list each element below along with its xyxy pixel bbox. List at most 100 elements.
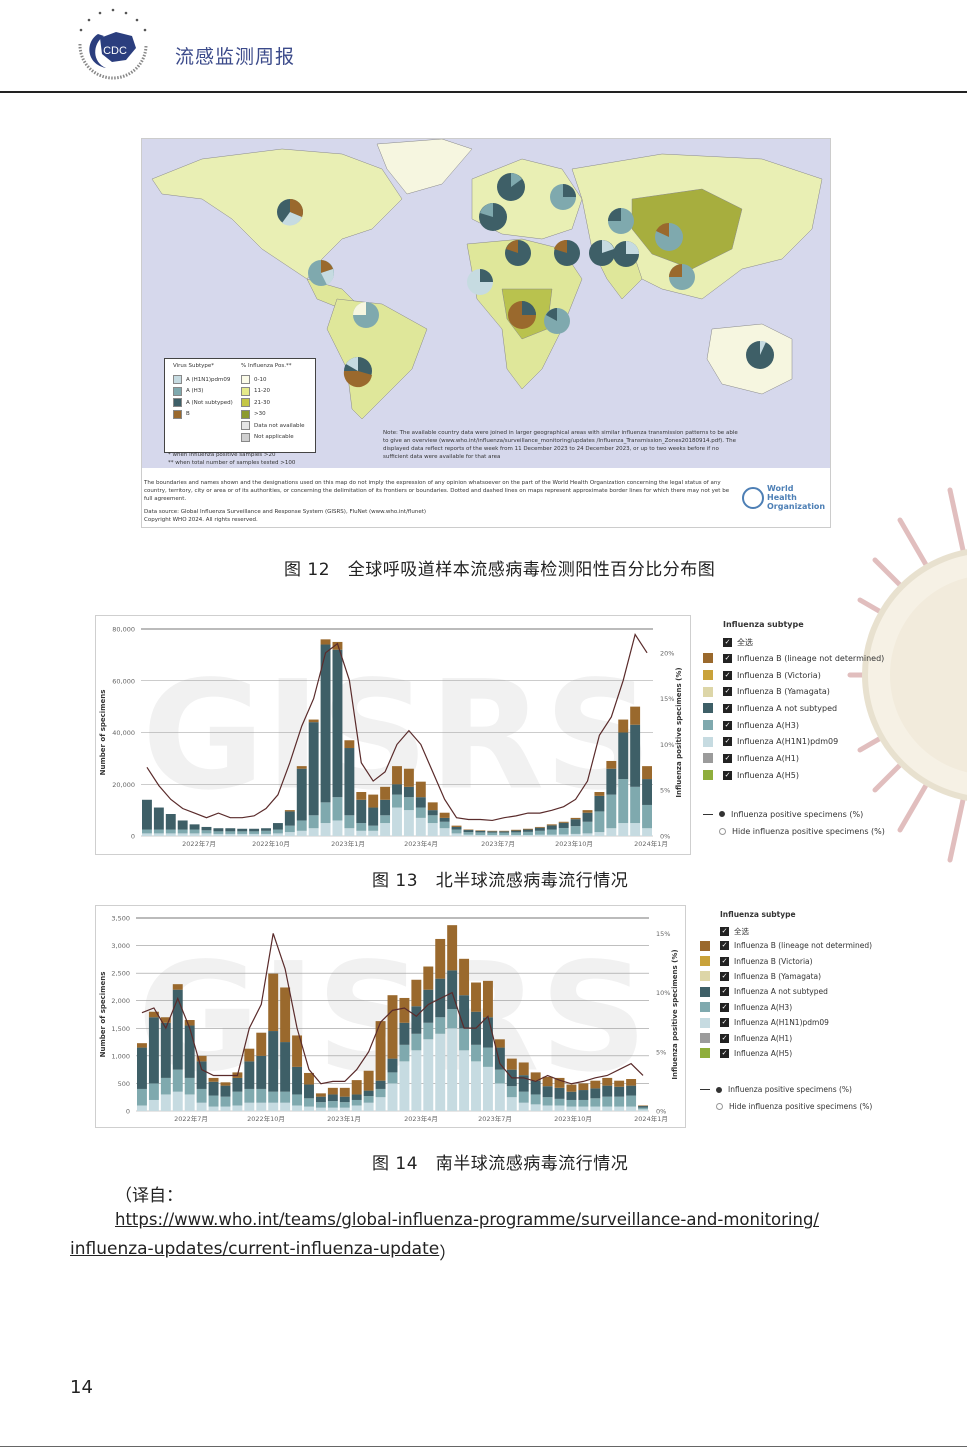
bar-segment-h3 [578, 1099, 589, 1107]
hide-line-radio[interactable]: Hide influenza positive specimens (%) [700, 1098, 875, 1115]
source-url-line-1[interactable]: https://www.who.int/teams/global-influen… [115, 1210, 819, 1229]
bar-segment-h3 [225, 831, 236, 834]
pie-west-africa [467, 269, 493, 295]
legend-item[interactable]: ✓ Influenza A(H1) [700, 1030, 875, 1045]
legend-item[interactable]: ✓ Influenza B (Victoria) [700, 953, 875, 968]
bar-segment-anot [642, 779, 652, 805]
pie-south-asia [613, 241, 639, 267]
checkbox-checked-icon[interactable]: ✓ [723, 737, 732, 747]
bar-segment-h1n1 [614, 1106, 625, 1111]
x-tick-label: 2024年1月 [634, 1114, 668, 1123]
bar-segment-h1n1 [208, 1106, 219, 1111]
checkbox-checked-icon[interactable]: ✓ [723, 670, 732, 680]
legend-item[interactable]: ✓ Influenza A not subtyped [703, 700, 878, 717]
bar-segment-anot [463, 830, 474, 833]
legend-swatch [703, 736, 713, 747]
legend-select-all[interactable]: ✓ 全选 [723, 637, 753, 647]
map-disclaimer: The boundaries and names shown and the d… [144, 480, 730, 502]
bar-segment-h1n1 [137, 1105, 147, 1111]
bar-segment-h3 [332, 797, 343, 821]
y-tick-label: 80,000 [112, 626, 135, 634]
bar-segment-b [268, 973, 279, 1032]
bar-segment-b [546, 824, 557, 826]
bar-segment-b [542, 1076, 553, 1087]
checkbox-checked-icon[interactable]: ✓ [723, 720, 732, 730]
bar-segment-h3 [244, 1088, 255, 1103]
report-title: 流感监测周报 [175, 46, 296, 68]
source-url-line-2[interactable]: influenza-updates/current-influenza-upda… [70, 1239, 440, 1259]
bar-segment-anot [403, 786, 414, 798]
x-tick-label: 2023年1月 [327, 1114, 361, 1123]
legend-item[interactable]: ✓ Influenza A not subtyped [700, 984, 875, 999]
legend-select-all[interactable]: ✓ 全选 [720, 926, 749, 936]
show-line-radio[interactable]: Influenza positive specimens (%) [700, 1081, 875, 1098]
bar-segment-h1n1 [351, 1105, 362, 1111]
legend-swatch [703, 770, 713, 781]
legend-item[interactable]: ✓ Influenza B (lineage not determined) [700, 938, 875, 953]
y2-tick-label: 0% [660, 833, 670, 841]
show-line-radio[interactable]: Influenza positive specimens (%) [703, 806, 878, 823]
map-data-source: Data source: Global Influenza Surveillan… [144, 509, 427, 515]
y-axis-title: Number of specimens [99, 690, 107, 776]
checkbox-checked-icon[interactable]: ✓ [720, 971, 729, 981]
checkbox-checked-icon[interactable]: ✓ [723, 703, 732, 713]
legend-item[interactable]: ✓ Influenza B (Victoria) [703, 667, 878, 684]
x-tick-label: 2023年10月 [554, 1114, 592, 1123]
bar-segment-anot [570, 819, 581, 827]
y2-tick-label: 10% [656, 989, 670, 997]
bar-segment-b [638, 1105, 648, 1107]
legend-item[interactable]: ✓ Influenza A(H3) [703, 717, 878, 734]
bar-segment-b [392, 766, 402, 785]
checkbox-checked-icon[interactable]: ✓ [723, 653, 732, 663]
checkbox-checked-icon[interactable]: ✓ [720, 987, 729, 997]
checkbox-checked-icon[interactable]: ✓ [723, 753, 732, 763]
y2-tick-label: 5% [660, 787, 670, 795]
checkbox-checked-icon[interactable]: ✓ [720, 956, 729, 966]
bar-segment-anot [292, 1066, 303, 1095]
legend-item[interactable]: ✓ Influenza A(H1) [703, 750, 878, 767]
bar-segment-b [558, 821, 569, 823]
legend-item[interactable]: ✓ Influenza B (lineage not determined) [703, 650, 884, 667]
bar-segment-h3 [558, 827, 569, 835]
bar-segment-b [320, 639, 331, 645]
bar-segment-h1n1 [304, 1106, 314, 1111]
bar-segment-b [244, 1048, 255, 1062]
bar-segment-h1n1 [256, 1102, 267, 1111]
bar-segment-anot [213, 828, 224, 832]
checkbox-checked-icon[interactable]: ✓ [720, 941, 729, 951]
legend-item[interactable]: ✓ Influenza B (Yamagata) [703, 683, 878, 700]
legend-item[interactable]: ✓ Influenza A(H1N1)pdm09 [700, 1015, 875, 1030]
legend-item[interactable]: ✓ Influenza A(H3) [700, 1000, 875, 1015]
bar-segment-anot [320, 644, 331, 803]
bar-segment-anot [487, 831, 498, 833]
y2-tick-label: 20% [660, 649, 674, 657]
bar-segment-anot [268, 1031, 279, 1092]
checkbox-checked-icon[interactable]: ✓ [720, 1018, 729, 1028]
checkbox-checked-icon[interactable]: ✓ [720, 1033, 729, 1043]
bar-segment-anot [177, 820, 188, 830]
bar-segment-h1n1 [602, 1106, 613, 1111]
legend-item[interactable]: ✓ Influenza B (Yamagata) [700, 969, 875, 984]
bar-segment-anot [196, 1061, 207, 1089]
bar-segment-b [471, 982, 481, 1012]
legend-swatch [700, 986, 710, 997]
legend-item[interactable]: ✓ Influenza A(H5) [700, 1046, 875, 1061]
bar-segment-h3 [351, 1099, 362, 1106]
bar-segment-h3 [284, 825, 295, 833]
bar-segment-b [642, 766, 652, 780]
bar-segment-anot [344, 748, 355, 816]
bar-segment-anot [411, 1006, 422, 1034]
legend-item[interactable]: ✓ Influenza A(H1N1)pdm09 [703, 733, 878, 750]
bar-segment-b [332, 641, 343, 650]
bar-segment-anot [475, 830, 486, 833]
checkbox-checked-icon[interactable]: ✓ [720, 1002, 729, 1012]
checkbox-checked-icon[interactable]: ✓ [723, 770, 732, 780]
checkbox-checked-icon[interactable]: ✓ [723, 687, 732, 697]
bar-segment-h3 [344, 815, 355, 829]
bar-segment-b [208, 1077, 219, 1082]
checkbox-checked-icon[interactable]: ✓ [720, 1048, 729, 1058]
legend-item[interactable]: ✓ Influenza A(H5) [703, 767, 878, 784]
bar-segment-h3 [308, 815, 319, 829]
bar-segment-anot [244, 1061, 255, 1089]
hide-line-radio[interactable]: Hide influenza positive specimens (%) [703, 823, 885, 840]
